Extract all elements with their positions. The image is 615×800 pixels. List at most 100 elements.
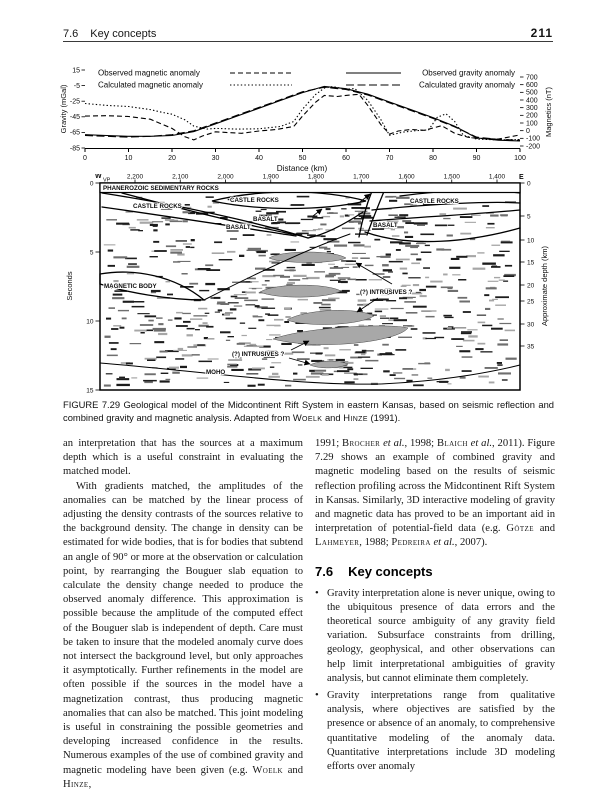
- text-segment: (1991).: [367, 411, 401, 423]
- x-tick-label: 90: [473, 155, 481, 162]
- vp-tick-label: 1,900: [263, 174, 280, 181]
- magnetics-axis-title: Magnetics (nT): [544, 86, 553, 137]
- west-label: W: [95, 174, 102, 180]
- text-segment: Brocher: [341, 438, 381, 449]
- vp-tick-label: 1,600: [398, 174, 415, 181]
- text-segment: With gradients matched, the amplitudes o…: [63, 480, 303, 776]
- header-section-label: Key concepts: [90, 28, 157, 40]
- intrusive-lens: [286, 310, 375, 325]
- left-column: an interpretation that has the sources a…: [63, 437, 303, 792]
- intrusive-lens: [268, 251, 347, 263]
- label-castle-rocks-left: CASTLE ROCKS: [133, 203, 182, 210]
- magnetics-tick-label: 100: [526, 120, 538, 127]
- vp-tick-label: 1,800: [308, 174, 325, 181]
- label-moho: MOHO: [206, 369, 225, 376]
- magnetics-tick-label: 700: [526, 74, 538, 81]
- legend-item: Calculated gravity anomaly: [419, 81, 515, 90]
- text-segment: Lahmeyer: [315, 537, 360, 549]
- text-segment: ,: [88, 778, 92, 790]
- text-segment: and: [533, 523, 555, 535]
- label-basalt-center-upper: BASALT: [253, 216, 278, 223]
- vp-tick-label: 2,000: [217, 174, 234, 181]
- section-heading: 7.6 Key concepts: [315, 564, 555, 579]
- label-basalt-right: BASALT: [373, 222, 398, 229]
- intrusive-bodies: [259, 251, 409, 369]
- paragraph: 1991; Brocher et al., 1998; Blaich et al…: [315, 437, 555, 551]
- section-axes: 2,200 2,100 2,000 1,900 1,800 1,700 1,600 1,500…: [86, 174, 534, 394]
- gravity-axis: 15 -5 -25 -45 -65 -85 Gravity (mGal): [60, 67, 85, 152]
- vp-tick-label: 2,100: [172, 174, 189, 181]
- x-tick-label: 40: [255, 155, 263, 162]
- depth-tick-label: 35: [527, 343, 535, 350]
- text-segment: Götze: [506, 523, 534, 535]
- depth-axis-title: Approximate depth (km): [540, 245, 549, 326]
- seismic-section: PHANEROZOIC SEDIMENTARY ROCKS CASTLE ROC…: [65, 174, 549, 394]
- header-section-number: 7.6: [63, 28, 79, 40]
- section-heading-number: 7.6: [315, 563, 334, 579]
- x-axis-title: Distance (km): [277, 164, 328, 173]
- x-tick-label: 50: [299, 155, 307, 162]
- intrusive-lens: [259, 284, 342, 298]
- label-basalt-center-lower: BASALT: [226, 224, 251, 231]
- paragraph: an interpretation that has the sources a…: [63, 437, 303, 480]
- text-segment: , 2007).: [454, 537, 488, 549]
- depth-tick-label: 30: [527, 321, 535, 328]
- magnetics-tick-label: -200: [526, 143, 540, 150]
- legend-item: Observed magnetic anomaly: [98, 69, 200, 78]
- right-column: 1991; Brocher et al., 1998; Blaich et al…: [315, 437, 555, 792]
- body-columns: an interpretation that has the sources a…: [63, 437, 555, 792]
- anomaly-chart: 0 10 20 30 40 50 60 70 80 90 100 Distance (km) 15 -5 -…: [60, 67, 553, 173]
- text-segment: Pedreira: [391, 537, 431, 549]
- magnetics-tick-label: 500: [526, 90, 538, 97]
- gravity-tick-label: -85: [70, 145, 80, 152]
- label-castle-rocks-right: CASTLE ROCKS: [410, 198, 459, 205]
- depth-tick-label: 10: [527, 237, 535, 244]
- chart-legend: Observed magnetic anomaly Calculated magn…: [98, 69, 515, 90]
- x-tick-label: 10: [125, 155, 133, 162]
- gravity-tick-label: -5: [74, 83, 80, 90]
- label-magnetic-body: MAGNETIC BODY: [104, 283, 157, 290]
- x-tick-label: 30: [212, 155, 220, 162]
- east-label: E: [519, 174, 524, 181]
- geological-boundaries: [99, 188, 521, 385]
- section-axis-titles: W VP E Seconds Approximate depth (km): [65, 174, 549, 326]
- label-phanerozoic: PHANEROZOIC SEDIMENTARY ROCKS: [103, 185, 219, 192]
- key-concepts-list: Gravity interpretation alone is never un…: [315, 587, 555, 775]
- text-segment: et al.: [380, 438, 405, 449]
- seconds-tick-label: 15: [86, 387, 94, 394]
- vp-tick-label: 1,700: [353, 174, 370, 181]
- label-castle-rocks-center: CASTLE ROCKS: [230, 197, 279, 204]
- x-tick-label: 20: [168, 155, 176, 162]
- depth-tick-label: 5: [527, 213, 531, 220]
- x-tick-label: 0: [83, 155, 87, 162]
- series-longdash: [84, 86, 521, 141]
- running-header: 7.6 Key concepts 211: [63, 26, 553, 40]
- gravity-tick-label: -45: [70, 114, 80, 121]
- seconds-tick-label: 10: [86, 318, 94, 325]
- list-item: Gravity interpretations range from quali…: [315, 689, 555, 774]
- intrusive-lens: [309, 360, 349, 369]
- vp-tick-label: 2,200: [127, 174, 144, 181]
- text-segment: Blaich: [436, 438, 468, 449]
- depth-tick-label: 15: [527, 259, 535, 266]
- text-segment: an interpretation that has the sources a…: [63, 438, 303, 478]
- section-frame: [99, 182, 521, 391]
- text-segment: Woelk: [252, 764, 284, 776]
- depth-tick-label: 25: [527, 298, 535, 305]
- seconds-axis-title: Seconds: [65, 271, 74, 300]
- x-tick-label: 60: [342, 155, 350, 162]
- x-tick-label: 70: [386, 155, 394, 162]
- text-segment: Hinze: [343, 411, 368, 423]
- text-segment: Gravity interpretations range from quali…: [327, 690, 555, 773]
- x-tick-label: 100: [514, 155, 526, 162]
- magnetics-tick-label: 600: [526, 82, 538, 89]
- series-dot: [84, 86, 521, 141]
- gravity-tick-label: -65: [70, 130, 80, 137]
- text-segment: et al.: [467, 438, 493, 449]
- page-number: 211: [530, 26, 553, 40]
- gravity-axis-title: Gravity (mGal): [60, 84, 68, 133]
- magnetics-tick-label: 200: [526, 113, 538, 120]
- legend-item: Calculated magnetic anomaly: [98, 81, 203, 90]
- magnetics-tick-label: -100: [526, 136, 540, 143]
